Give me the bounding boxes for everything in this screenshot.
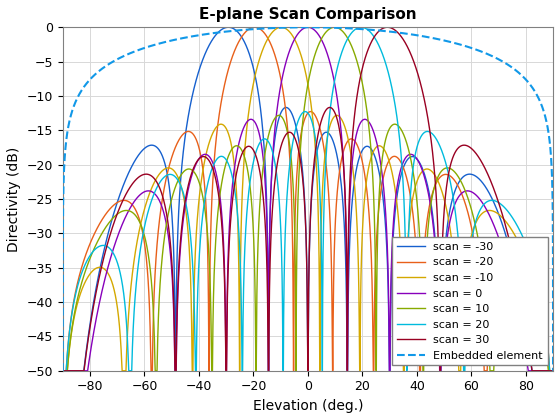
- scan = 0: [88, 339, 95, 344]
- scan = -30: [550, 368, 557, 373]
- Embedded element: [80, 86, 86, 91]
- scan = 20: [156, 181, 162, 186]
- scan = 0: [305, 25, 311, 30]
- scan = -30: [225, 25, 232, 30]
- scan = -20: [80, 260, 86, 265]
- scan = 30: [80, 368, 86, 373]
- scan = -20: [550, 368, 557, 373]
- scan = -10: [88, 269, 95, 274]
- scan = 10: [80, 276, 86, 281]
- scan = -30: [62, 368, 68, 373]
- scan = 10: [299, 122, 306, 127]
- Embedded element: [156, 41, 162, 46]
- scan = -10: [156, 172, 162, 177]
- scan = 30: [88, 312, 95, 317]
- Embedded element: [524, 79, 530, 84]
- scan = -10: [550, 368, 557, 373]
- scan = -30: [80, 368, 86, 373]
- Embedded element: [305, 25, 311, 30]
- scan = -20: [524, 255, 530, 260]
- scan = -20: [156, 223, 162, 228]
- Line: scan = 10: scan = 10: [63, 27, 553, 371]
- scan = -30: [299, 168, 306, 173]
- scan = -20: [299, 124, 306, 129]
- Embedded element: [88, 75, 95, 80]
- scan = 10: [550, 368, 557, 373]
- Embedded element: [299, 25, 306, 30]
- scan = -30: [88, 309, 95, 314]
- scan = 0: [299, 27, 306, 32]
- scan = -10: [524, 259, 530, 264]
- scan = 20: [62, 368, 68, 373]
- Line: Embedded element: Embedded element: [63, 27, 553, 371]
- scan = 20: [358, 25, 365, 30]
- scan = 0: [156, 197, 162, 202]
- Line: scan = -20: scan = -20: [63, 27, 553, 371]
- scan = 0: [59, 368, 66, 373]
- scan = -30: [156, 147, 162, 152]
- scan = 10: [524, 273, 530, 278]
- scan = 0: [80, 368, 86, 373]
- X-axis label: Elevation (deg.): Elevation (deg.): [253, 399, 363, 413]
- scan = 10: [62, 368, 68, 373]
- scan = -10: [62, 368, 68, 373]
- scan = 30: [524, 331, 530, 336]
- scan = 20: [80, 267, 86, 272]
- scan = -10: [59, 368, 66, 373]
- scan = -30: [59, 368, 66, 373]
- scan = 20: [88, 250, 95, 255]
- scan = 20: [299, 110, 306, 116]
- scan = 0: [62, 368, 68, 373]
- scan = 0: [524, 361, 530, 366]
- Line: scan = -10: scan = -10: [63, 27, 553, 371]
- Title: E-plane Scan Comparison: E-plane Scan Comparison: [199, 7, 417, 22]
- scan = 20: [524, 244, 530, 249]
- scan = 20: [550, 368, 557, 373]
- Line: scan = 20: scan = 20: [63, 27, 553, 371]
- Embedded element: [62, 152, 68, 157]
- scan = 30: [59, 368, 66, 373]
- scan = 30: [62, 368, 68, 373]
- scan = -20: [251, 25, 258, 30]
- Y-axis label: Directivity (dB): Directivity (dB): [7, 147, 21, 252]
- Line: scan = -30: scan = -30: [63, 27, 553, 371]
- scan = -30: [524, 333, 530, 339]
- scan = -10: [80, 284, 86, 289]
- scan = 10: [331, 25, 338, 30]
- scan = 30: [550, 368, 557, 373]
- Embedded element: [550, 368, 557, 373]
- scan = -20: [88, 236, 95, 241]
- scan = 20: [59, 368, 66, 373]
- scan = 0: [550, 368, 557, 373]
- Line: scan = 0: scan = 0: [63, 27, 553, 371]
- scan = 30: [156, 184, 162, 189]
- scan = -10: [299, 58, 306, 63]
- scan = -20: [62, 368, 68, 373]
- scan = -20: [59, 368, 66, 373]
- scan = 30: [384, 25, 391, 30]
- Line: scan = 30: scan = 30: [63, 27, 553, 371]
- scan = 10: [156, 304, 162, 310]
- scan = 30: [299, 174, 306, 179]
- Legend: scan = -30, scan = -20, scan = -10, scan = 0, scan = 10, scan = 20, scan = 30, E: scan = -30, scan = -20, scan = -10, scan…: [393, 237, 548, 365]
- Embedded element: [59, 368, 66, 373]
- scan = 10: [59, 368, 66, 373]
- scan = -10: [278, 25, 284, 30]
- scan = 10: [88, 251, 95, 256]
